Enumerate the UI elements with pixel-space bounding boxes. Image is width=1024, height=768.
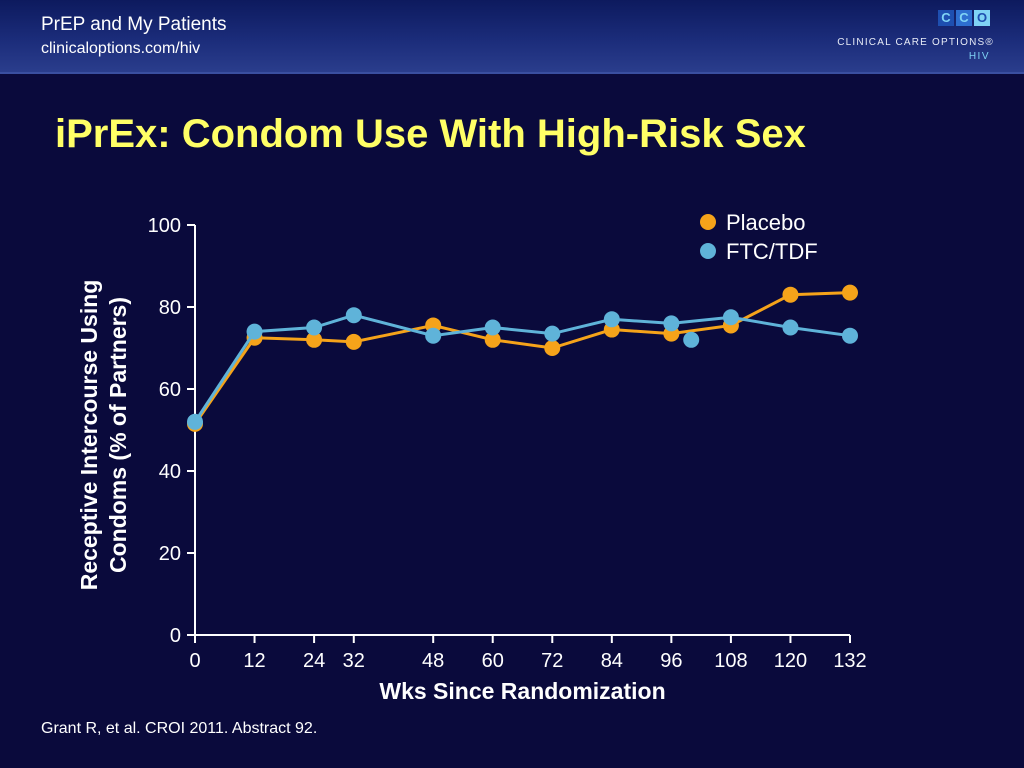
data-point [663, 315, 680, 332]
data-point [544, 325, 561, 342]
x-tick-label: 48 [422, 650, 444, 672]
logo-letter-2: C [956, 10, 972, 26]
legend-marker [700, 214, 716, 230]
data-point [722, 309, 739, 326]
data-point [484, 331, 501, 348]
x-axis-title: Wks Since Randomization [379, 678, 665, 704]
y-tick-label: 40 [159, 461, 181, 483]
logo-subtext: HIV [968, 51, 990, 62]
y-axis-label: Receptive Intercourse Using Condoms (% of… [76, 280, 131, 591]
data-point [544, 340, 561, 356]
y-tick-label: 20 [159, 543, 181, 565]
x-tick-label: 0 [189, 650, 200, 672]
x-tick-label: 132 [833, 650, 866, 672]
data-point [603, 311, 620, 328]
y-tick-label: 60 [159, 379, 181, 401]
data-point [345, 333, 362, 350]
data-point [782, 319, 799, 336]
x-tick-label: 24 [303, 650, 325, 672]
chart-axes: 0 20 40 60 80 100 0 12 24 32 48 60 72 84 96 108 120 132 [148, 215, 867, 672]
data-point [345, 307, 362, 324]
data-point [246, 323, 263, 340]
slide-header: PrEP and My Patients clinicaloptions.com… [0, 0, 1024, 74]
series-line-ftc-tdf [193, 313, 851, 423]
x-tick-label: 108 [714, 650, 747, 672]
data-point [425, 327, 442, 344]
x-tick-label: 120 [774, 650, 807, 672]
x-axis-label: Wks Since Randomization [379, 678, 665, 704]
y-axis-title-line: Receptive Intercourse Using [76, 280, 102, 591]
citation: Grant R, et al. CROI 2011. Abstract 92. [41, 720, 318, 737]
logo-letter-1: C [938, 10, 954, 26]
legend-marker [700, 243, 716, 259]
legend-label: FTC/TDF [726, 239, 818, 264]
x-tick-label: 84 [601, 650, 623, 672]
data-point [306, 331, 323, 348]
x-tick-label: 72 [541, 650, 563, 672]
data-point [484, 319, 501, 336]
series-line-placebo [193, 291, 851, 425]
data-point [842, 327, 858, 344]
y-tick-label: 0 [170, 625, 181, 647]
x-tick-label: 32 [343, 650, 365, 672]
data-point [187, 413, 203, 430]
x-tick-label: 12 [243, 650, 265, 672]
logo-letter-3: O [974, 10, 990, 26]
x-tick-label: 60 [482, 650, 504, 672]
y-tick-label: 80 [159, 297, 181, 319]
data-point [306, 319, 323, 336]
data-point-extra [683, 331, 700, 348]
y-axis-title-line: Condoms (% of Partners) [105, 297, 131, 573]
chart-series [187, 284, 858, 432]
data-point [842, 284, 858, 301]
header-url: clinicaloptions.com/hiv [41, 40, 201, 57]
cco-logo-icon: C C O [938, 10, 990, 26]
legend-label: Placebo [726, 210, 806, 235]
logo-text: CLINICAL CARE OPTIONS® [837, 37, 994, 48]
y-tick-label: 100 [148, 215, 181, 237]
x-tick-label: 96 [660, 650, 682, 672]
slide-title: iPrEx: Condom Use With High-Risk Sex [55, 112, 806, 156]
header-title: PrEP and My Patients [41, 14, 227, 35]
chart-legend: Placebo FTC/TDF [700, 210, 818, 264]
data-point [782, 286, 799, 303]
